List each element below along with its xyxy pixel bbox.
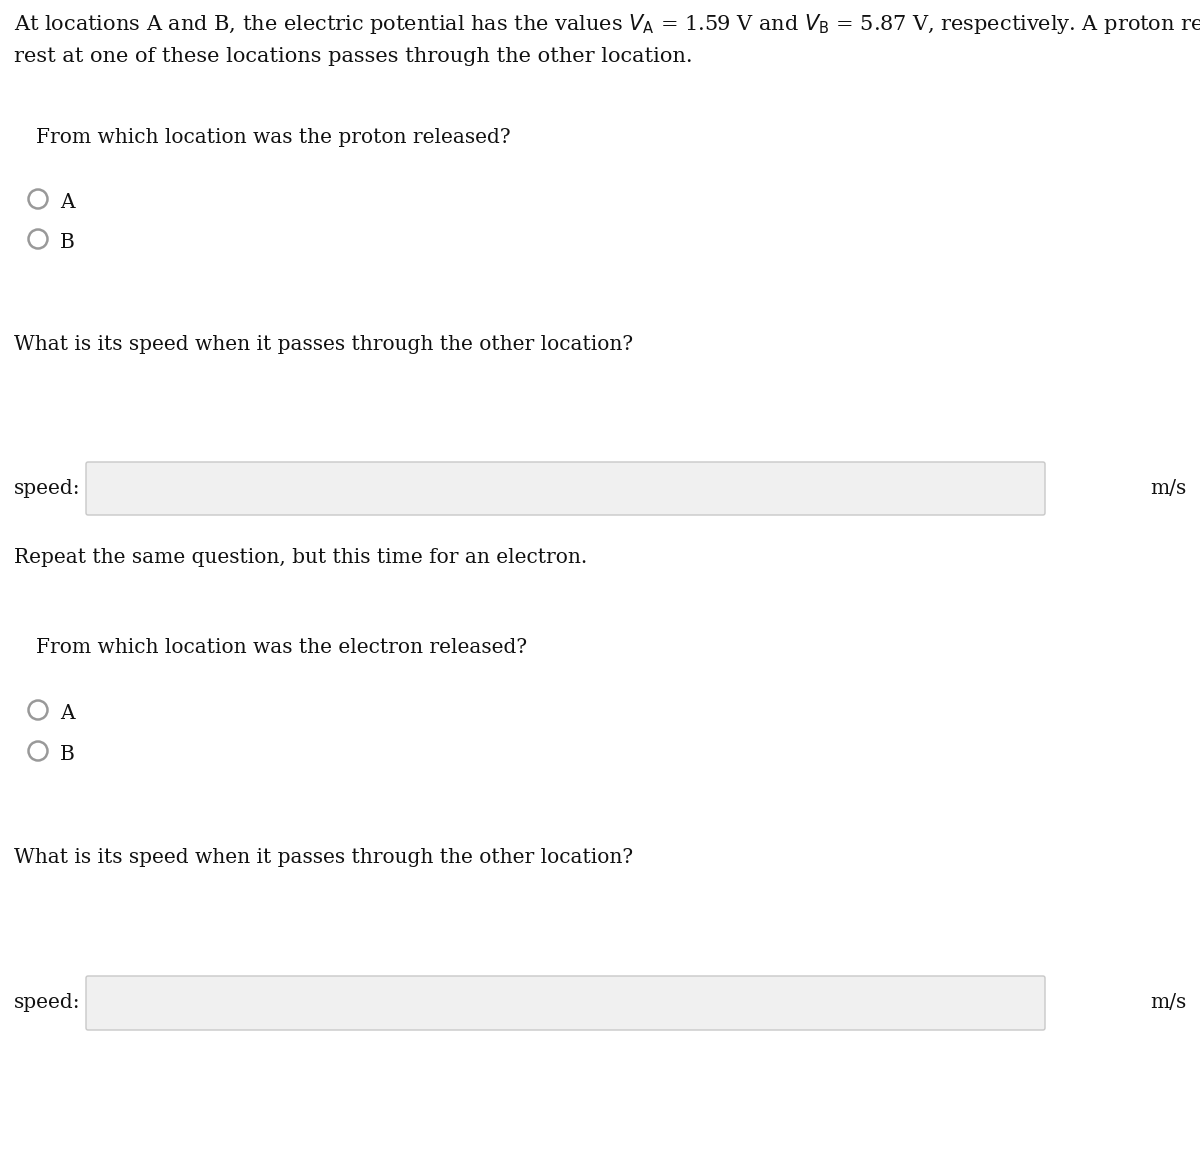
Text: A: A [60, 704, 74, 723]
Text: From which location was the electron released?: From which location was the electron rel… [36, 638, 527, 657]
Text: Repeat the same question, but this time for an electron.: Repeat the same question, but this time … [14, 549, 587, 567]
Text: m/s: m/s [1150, 994, 1186, 1012]
Text: A: A [60, 193, 74, 212]
FancyBboxPatch shape [86, 462, 1045, 515]
Text: What is its speed when it passes through the other location?: What is its speed when it passes through… [14, 848, 634, 867]
Text: speed:: speed: [14, 480, 80, 498]
FancyBboxPatch shape [86, 976, 1045, 1030]
Text: speed:: speed: [14, 994, 80, 1012]
Text: B: B [60, 745, 74, 764]
Text: m/s: m/s [1150, 480, 1186, 498]
Text: B: B [60, 233, 74, 252]
Text: From which location was the proton released?: From which location was the proton relea… [36, 128, 511, 147]
Text: rest at one of these locations passes through the other location.: rest at one of these locations passes th… [14, 47, 692, 66]
Text: What is its speed when it passes through the other location?: What is its speed when it passes through… [14, 335, 634, 354]
Text: At locations A and B, the electric potential has the values $V_{\mathrm{A}}$ = 1: At locations A and B, the electric poten… [14, 12, 1200, 36]
